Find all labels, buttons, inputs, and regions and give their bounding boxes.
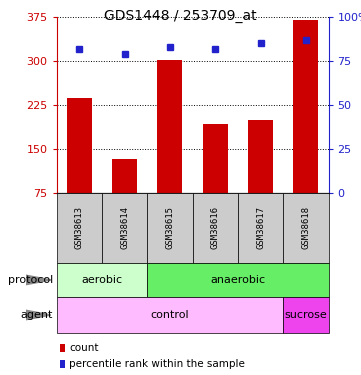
Text: GSM38616: GSM38616 — [211, 206, 220, 249]
Polygon shape — [60, 360, 65, 368]
Bar — [293, 20, 318, 193]
Bar — [67, 98, 92, 193]
Text: GSM38613: GSM38613 — [75, 206, 84, 249]
Bar — [157, 60, 182, 193]
Bar — [203, 124, 228, 193]
Polygon shape — [26, 310, 51, 320]
Text: GSM38615: GSM38615 — [165, 206, 174, 249]
Text: sucrose: sucrose — [284, 310, 327, 320]
Text: aerobic: aerobic — [82, 275, 122, 285]
Text: anaerobic: anaerobic — [210, 275, 265, 285]
Bar — [248, 120, 273, 193]
Text: protocol: protocol — [8, 275, 53, 285]
Text: GDS1448 / 253709_at: GDS1448 / 253709_at — [104, 9, 257, 23]
Text: count: count — [69, 343, 99, 353]
Text: percentile rank within the sample: percentile rank within the sample — [69, 359, 245, 369]
Text: agent: agent — [21, 310, 53, 320]
Bar — [112, 159, 137, 193]
Text: GSM38617: GSM38617 — [256, 206, 265, 249]
Polygon shape — [60, 344, 65, 352]
Text: GSM38618: GSM38618 — [301, 206, 310, 249]
Polygon shape — [26, 275, 51, 285]
Text: GSM38614: GSM38614 — [120, 206, 129, 249]
Text: control: control — [151, 310, 189, 320]
